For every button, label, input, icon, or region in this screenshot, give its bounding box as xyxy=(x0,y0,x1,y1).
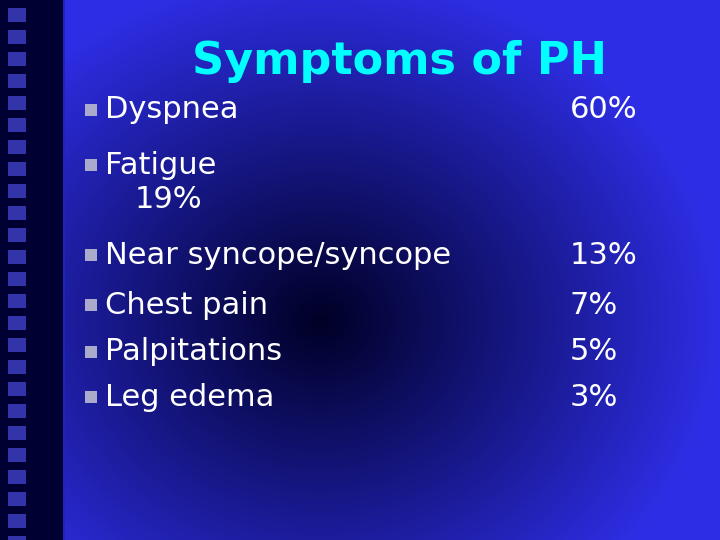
Text: Dyspnea: Dyspnea xyxy=(105,96,238,125)
Text: 3%: 3% xyxy=(570,382,618,411)
Text: Near syncope/syncope: Near syncope/syncope xyxy=(105,240,451,269)
Bar xyxy=(8,294,26,308)
Text: Symptoms of PH: Symptoms of PH xyxy=(192,40,608,83)
Bar xyxy=(8,162,26,176)
Bar xyxy=(8,30,26,44)
Bar xyxy=(8,316,26,330)
Bar xyxy=(8,206,26,220)
Text: Leg edema: Leg edema xyxy=(105,382,274,411)
Text: 60%: 60% xyxy=(570,96,638,125)
Bar xyxy=(85,159,97,171)
Text: Chest pain: Chest pain xyxy=(105,291,268,320)
Bar xyxy=(8,118,26,132)
Bar xyxy=(8,448,26,462)
Bar xyxy=(85,104,97,116)
Bar xyxy=(63,0,65,540)
Bar xyxy=(8,382,26,396)
Bar xyxy=(8,514,26,528)
Text: 13%: 13% xyxy=(570,240,638,269)
Bar xyxy=(85,346,97,358)
Text: 7%: 7% xyxy=(570,291,618,320)
Bar xyxy=(85,391,97,403)
Bar xyxy=(8,404,26,418)
Bar xyxy=(8,74,26,88)
Text: Fatigue: Fatigue xyxy=(105,151,217,179)
Bar xyxy=(0,0,65,540)
Bar xyxy=(8,250,26,264)
Bar xyxy=(8,470,26,484)
Bar xyxy=(85,249,97,261)
Bar xyxy=(8,228,26,242)
Bar xyxy=(8,536,26,540)
Text: Palpitations: Palpitations xyxy=(105,338,282,367)
Bar xyxy=(8,96,26,110)
Text: 5%: 5% xyxy=(570,338,618,367)
Bar xyxy=(8,140,26,154)
Text: 19%: 19% xyxy=(135,186,202,214)
Bar xyxy=(8,52,26,66)
Bar xyxy=(8,426,26,440)
Bar xyxy=(8,492,26,506)
Bar xyxy=(8,360,26,374)
Bar xyxy=(85,299,97,311)
Bar xyxy=(8,272,26,286)
Bar xyxy=(8,338,26,352)
Bar xyxy=(8,184,26,198)
Bar xyxy=(8,8,26,22)
